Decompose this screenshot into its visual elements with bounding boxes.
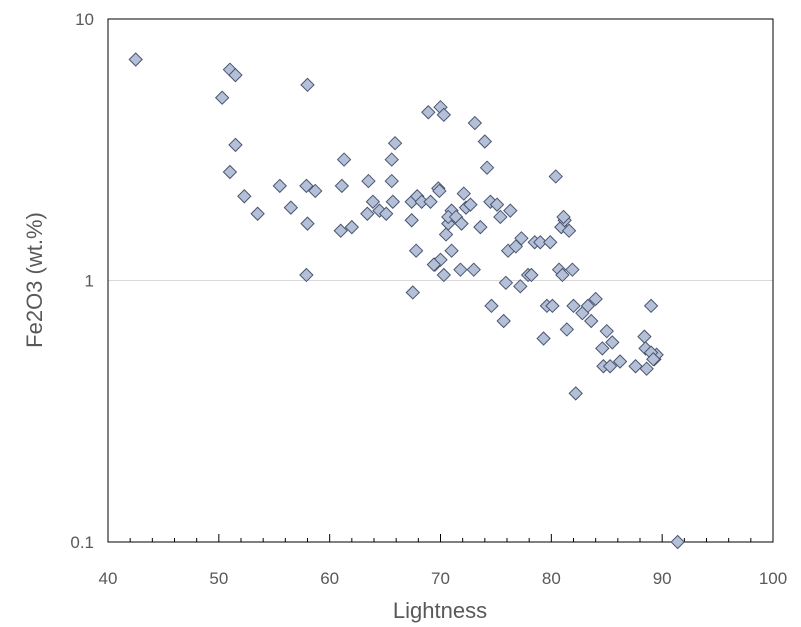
data-point — [503, 203, 518, 218]
data-point — [555, 267, 570, 283]
data-point — [421, 105, 436, 120]
data-point — [599, 323, 614, 339]
data-point — [228, 137, 243, 153]
data-point — [628, 359, 643, 374]
data-point — [334, 178, 350, 194]
data-point — [580, 298, 596, 314]
data-point — [387, 135, 403, 151]
data-point — [360, 206, 375, 221]
data-point — [283, 200, 299, 215]
data-point — [643, 298, 659, 314]
data-point — [489, 197, 505, 212]
data-point — [385, 194, 401, 209]
x-tick-label: 100 — [759, 569, 787, 588]
data-point — [467, 115, 483, 131]
data-point — [404, 213, 419, 228]
data-point — [595, 341, 610, 356]
data-point — [602, 359, 618, 374]
data-point — [536, 331, 551, 346]
data-point — [473, 219, 488, 235]
data-point — [548, 169, 563, 184]
data-point — [513, 279, 528, 294]
data-point — [384, 173, 399, 189]
data-point — [454, 216, 469, 231]
data-point — [423, 194, 438, 209]
data-point — [588, 291, 603, 307]
data-point — [333, 223, 348, 238]
data-point — [524, 267, 539, 283]
data-point — [646, 352, 661, 367]
data-point — [237, 189, 252, 204]
data-point — [308, 183, 323, 199]
data-point — [566, 298, 581, 314]
x-axis-ticks — [107, 534, 774, 542]
y-tick-label: 0.1 — [70, 533, 94, 552]
data-point — [584, 313, 599, 329]
data-point — [568, 386, 583, 401]
data-point — [384, 152, 399, 167]
data-point — [479, 160, 495, 175]
x-tick-label: 60 — [320, 569, 339, 588]
x-tick-label: 90 — [653, 569, 672, 588]
data-point — [498, 275, 514, 291]
data-point — [365, 194, 381, 209]
x-tick-label: 40 — [99, 569, 118, 588]
data-point — [453, 262, 468, 277]
data-point — [561, 223, 577, 238]
data-point — [300, 77, 315, 93]
data-point — [444, 243, 459, 258]
data-point — [545, 298, 560, 314]
data-point — [639, 361, 654, 376]
data-point — [496, 313, 511, 329]
data-point — [514, 231, 529, 246]
data-point — [605, 335, 620, 350]
data-point — [344, 219, 360, 235]
y-axis-title: Fe2O3 (wt.%) — [22, 212, 47, 348]
data-point — [361, 173, 376, 189]
data-point — [214, 90, 230, 105]
data-point — [436, 107, 452, 123]
x-tick-label: 80 — [542, 569, 561, 588]
data-point — [299, 178, 314, 194]
data-point — [533, 235, 548, 250]
data-point — [299, 267, 314, 283]
data-point — [670, 534, 685, 550]
data-point — [432, 183, 447, 199]
data-point — [543, 235, 558, 250]
data-point — [484, 298, 499, 314]
data-points — [128, 52, 685, 550]
data-point — [463, 197, 478, 212]
data-point — [405, 285, 420, 300]
data-point — [556, 209, 571, 225]
data-point — [426, 257, 442, 272]
data-point — [408, 243, 424, 258]
data-point — [493, 209, 508, 225]
data-point — [456, 186, 471, 201]
x-tick-label: 50 — [209, 569, 228, 588]
y-tick-label: 1 — [85, 272, 94, 291]
x-axis-title: Lightness — [393, 598, 487, 623]
data-point — [250, 206, 265, 221]
data-point — [378, 206, 394, 221]
data-point — [559, 322, 575, 337]
data-point — [222, 164, 238, 180]
data-point — [466, 262, 481, 277]
data-point — [612, 354, 628, 369]
x-axis-tick-labels: 40 50 60 70 80 90 100 — [99, 569, 788, 588]
data-point — [128, 52, 143, 67]
data-point — [438, 227, 454, 242]
data-point — [565, 262, 580, 277]
data-point — [477, 134, 493, 149]
data-point — [336, 152, 352, 167]
data-point — [228, 67, 243, 83]
y-tick-label: 10 — [75, 10, 94, 29]
data-point — [300, 216, 315, 231]
y-axis-tick-labels: 0.1 1 10 — [70, 10, 94, 552]
data-point — [436, 267, 452, 283]
x-tick-label: 70 — [431, 569, 450, 588]
data-point — [272, 178, 287, 194]
